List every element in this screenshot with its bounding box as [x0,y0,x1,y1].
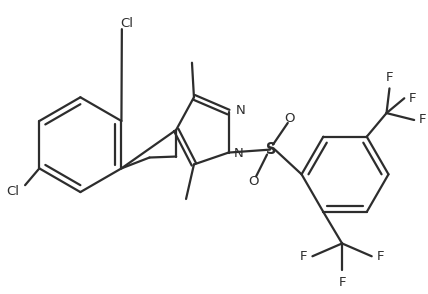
Text: F: F [419,113,427,126]
Text: F: F [377,250,384,263]
Text: F: F [300,250,307,263]
Text: O: O [285,111,295,125]
Text: F: F [409,92,417,105]
Text: F: F [386,71,393,84]
Text: O: O [248,175,259,188]
Text: F: F [338,276,346,289]
Text: Cl: Cl [120,17,133,30]
Text: N: N [235,103,245,117]
Text: N: N [233,147,243,160]
Text: S: S [266,142,276,157]
Text: Cl: Cl [7,185,20,198]
